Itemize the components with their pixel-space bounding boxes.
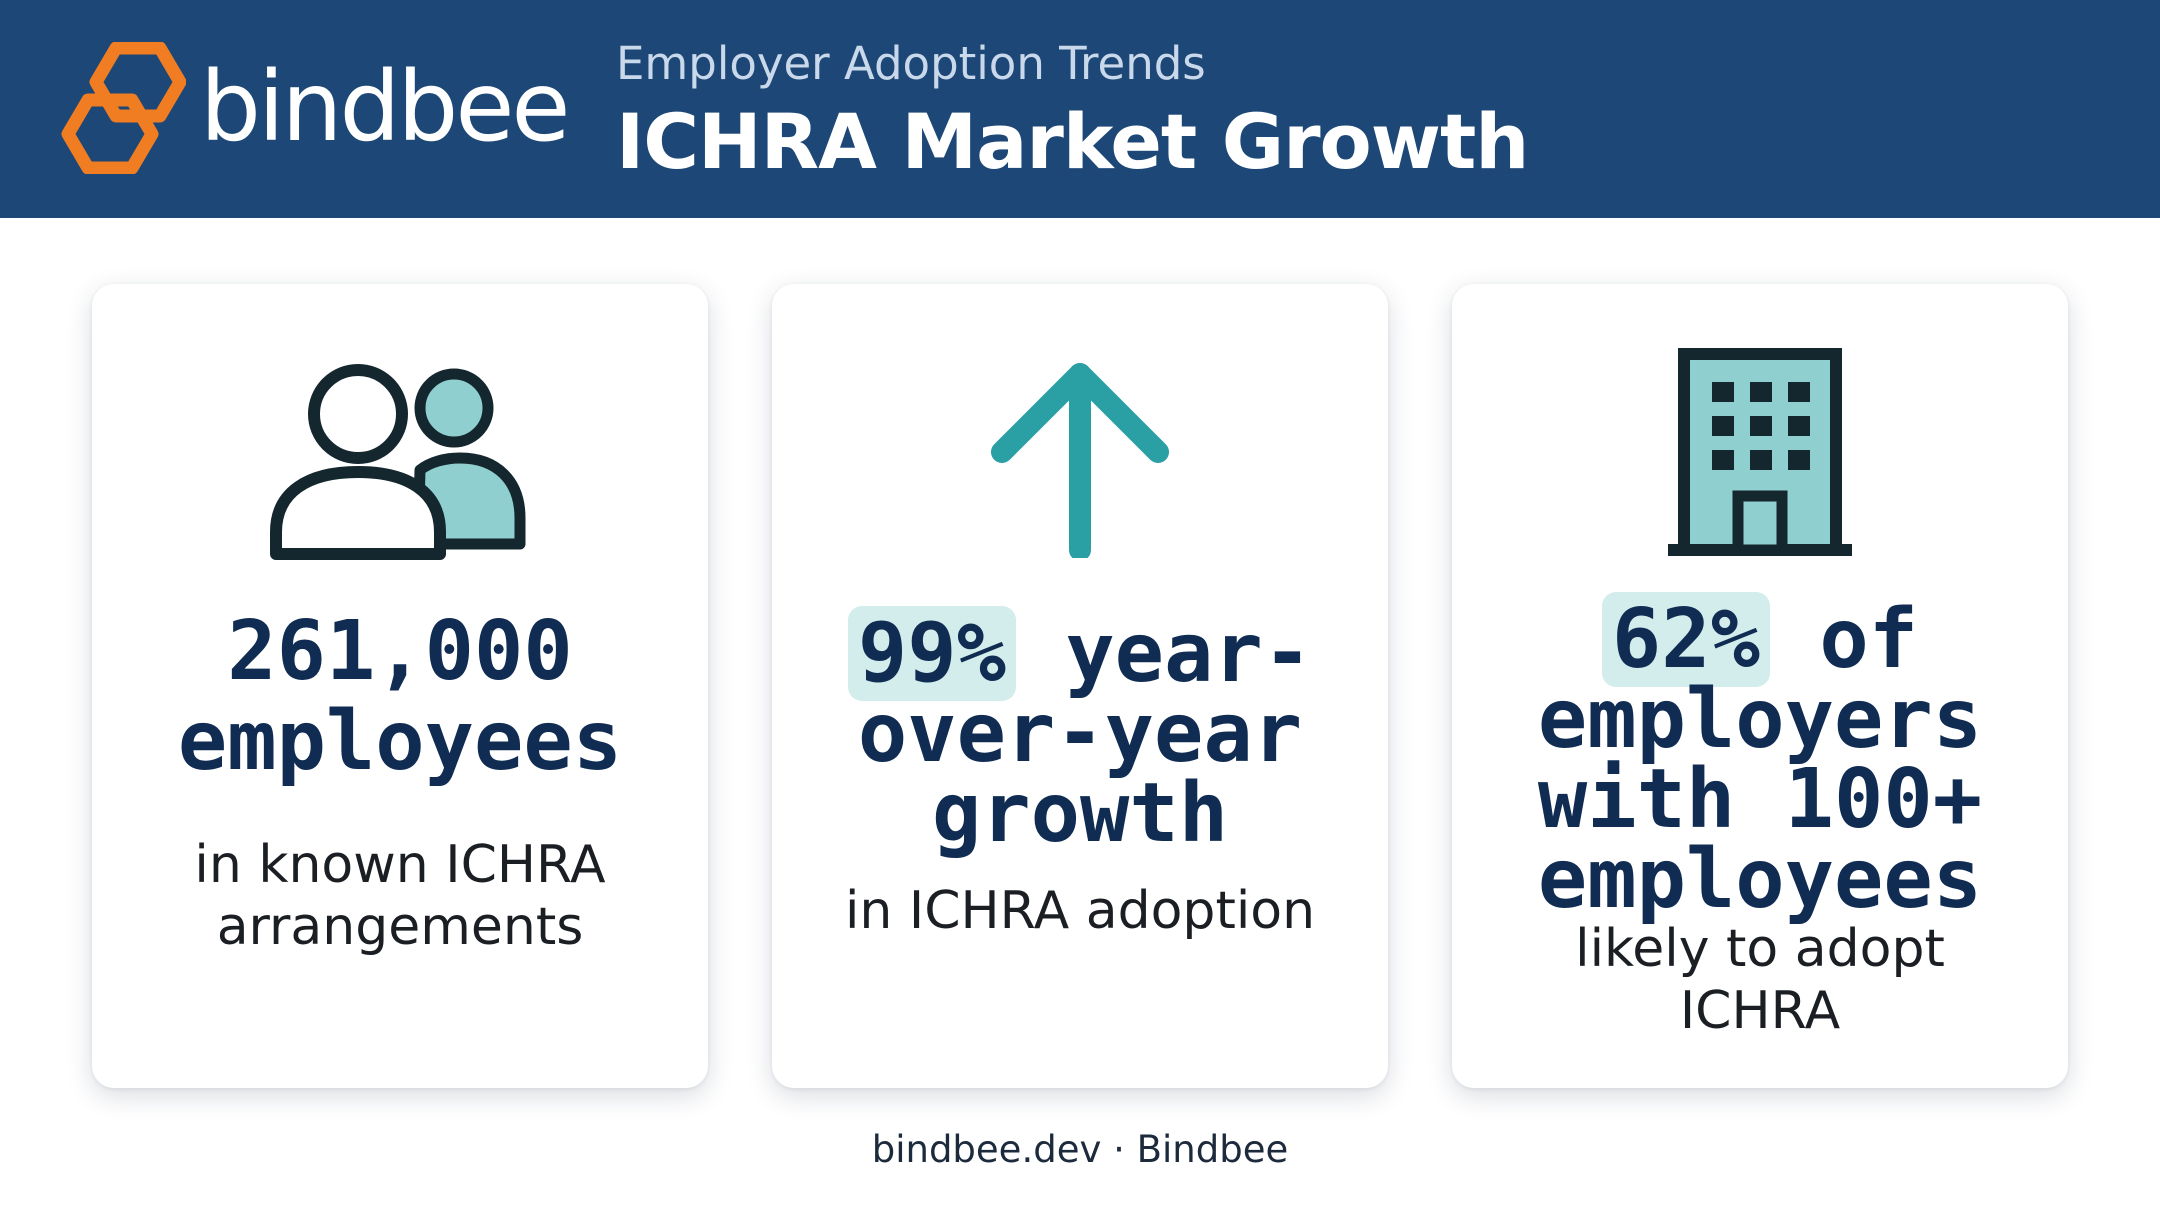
- desc-line: likely to adopt: [1575, 919, 1945, 979]
- stat-line: over-year: [857, 686, 1303, 781]
- stat-value: 99% year- over-year growth: [772, 606, 1388, 861]
- stat-value: 261,000 employees: [92, 604, 708, 789]
- page-title: ICHRA Market Growth: [616, 97, 1529, 186]
- stat-line: employees: [1537, 832, 1983, 927]
- stat-card-employees: 261,000 employees in known ICHRA arrange…: [92, 284, 708, 1088]
- stat-line: employees: [177, 694, 623, 789]
- stat-description: in ICHRA adoption: [772, 880, 1388, 942]
- bindbee-logo-icon: [61, 42, 186, 174]
- footer-credit: bindbee.dev · Bindbee: [871, 1128, 1289, 1171]
- desc-line: in ICHRA adoption: [844, 881, 1316, 941]
- building-icon: [1668, 348, 1852, 556]
- desc-line: ICHRA: [1679, 981, 1841, 1041]
- page-kicker: Employer Adoption Trends: [616, 37, 1206, 90]
- desc-line: in known ICHRA: [194, 835, 606, 895]
- stat-line-rest: year-: [1065, 606, 1313, 701]
- header-banner: bindbee Employer Adoption Trends ICHRA M…: [0, 0, 2160, 218]
- stat-description: in known ICHRA arrangements: [92, 834, 708, 958]
- stat-line: 99% year-: [772, 606, 1388, 701]
- stat-line: with 100+: [1537, 752, 1983, 847]
- stat-line: employers: [1537, 672, 1983, 767]
- arrow-up-icon: [991, 363, 1169, 558]
- stat-line: 261,000: [227, 604, 573, 699]
- stat-line: 62% of: [1452, 592, 2068, 687]
- people-icon: [270, 364, 526, 560]
- stat-card-employers: 62% of employers with 100+ employees lik…: [1452, 284, 2068, 1088]
- stat-line-rest: of: [1819, 592, 1919, 687]
- stat-line: growth: [931, 766, 1229, 861]
- stat-highlight: 99%: [847, 606, 1016, 701]
- stat-card-growth: 99% year- over-year growth in ICHRA adop…: [772, 284, 1388, 1088]
- stat-highlight: 62%: [1601, 592, 1770, 687]
- brand-name: bindbee: [200, 51, 570, 163]
- desc-line: arrangements: [216, 897, 584, 957]
- stat-value: 62% of employers with 100+ employees: [1452, 592, 2068, 927]
- stat-description: likely to adopt ICHRA: [1452, 918, 2068, 1042]
